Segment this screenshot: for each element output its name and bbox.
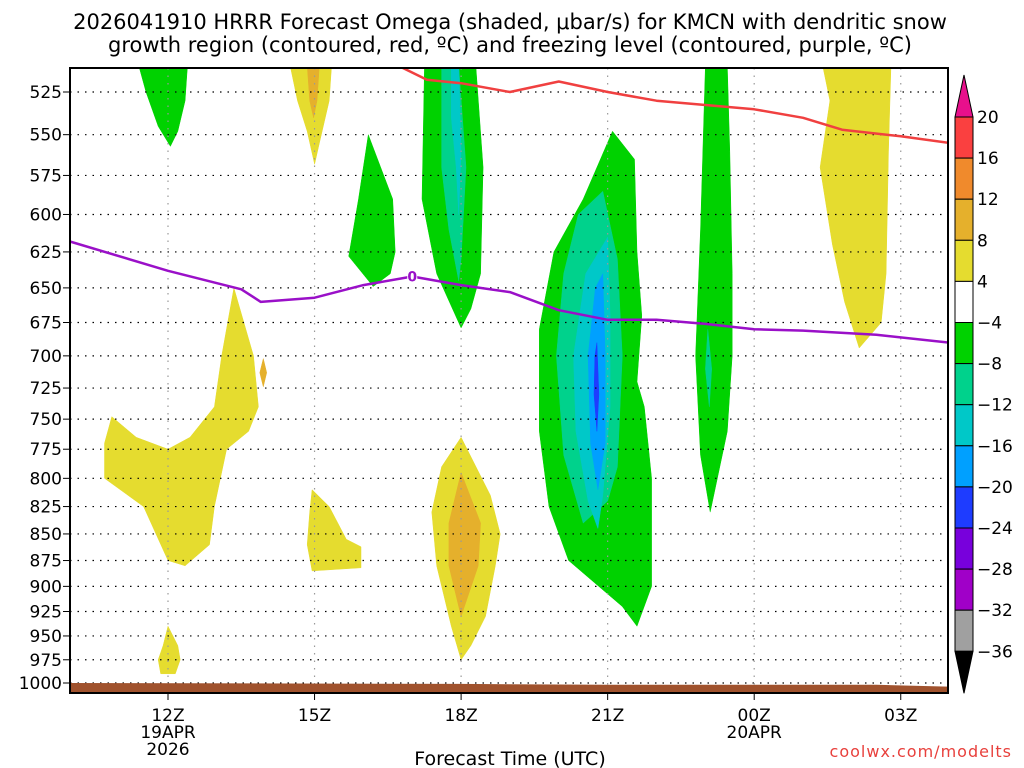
y-tick-label-725: 725 <box>30 379 62 399</box>
y-tick-label-1000: 1000 <box>19 674 62 694</box>
omega-region-4..8 <box>157 625 181 675</box>
omega-region-4..8 <box>819 68 892 349</box>
y-tick-label-575: 575 <box>30 166 62 186</box>
x-tick-label-03Z: 03Z <box>884 706 917 726</box>
colorbar-swatch-13 <box>954 609 974 652</box>
omega-region--8..-12 <box>705 329 712 407</box>
x-tick-year-12Z: 2026 <box>146 740 189 760</box>
y-tick-label-850: 850 <box>30 525 62 545</box>
omega-region--4..-8 <box>348 133 396 287</box>
colorbar-label: 12 <box>977 190 999 210</box>
colorbar-top-arrow <box>954 74 974 118</box>
x-tick-label-00Z: 00Z <box>738 706 771 726</box>
colorbar-bottom-arrow <box>954 650 974 694</box>
x-tick-label-12Z: 12Z <box>151 706 184 726</box>
omega-region--12..-16 <box>451 68 462 215</box>
credit-link[interactable]: coolwx.com/modelts <box>830 742 1012 761</box>
freezing-level-line <box>70 240 948 344</box>
contour-layer: 0 <box>70 68 948 344</box>
x-tick-label-18Z: 18Z <box>444 706 477 726</box>
colorbar: 20 16 12 8 4 −4 −8 −12 −16 −20 −24 −28 −32 −36 <box>954 74 1013 694</box>
dendritic-growth-region-line <box>400 68 948 145</box>
x-tick-label-21Z: 21Z <box>591 706 624 726</box>
colorbar-label: 4 <box>977 272 988 292</box>
chart-title-line-1: 2026041910 HRRR Forecast Omega (shaded, … <box>73 10 947 34</box>
omega-region-4..8 <box>306 489 362 572</box>
colorbar-label: −16 <box>977 437 1013 457</box>
omega-region--20..-24 <box>593 342 600 432</box>
freezing-level-label: 0 <box>407 270 417 286</box>
colorbar-label: 20 <box>977 108 999 128</box>
colorbar-swatch-10 <box>954 486 974 529</box>
y-tick-label-625: 625 <box>30 243 62 263</box>
y-tick-label-525: 525 <box>30 83 62 103</box>
x-tick-label-15Z: 15Z <box>298 706 331 726</box>
colorbar-swatch-7 <box>954 363 974 406</box>
y-tick-label-600: 600 <box>30 205 62 225</box>
terrain-layer <box>70 683 948 693</box>
omega-region-8..12 <box>307 68 320 118</box>
x-axis-title: Forecast Time (UTC) <box>414 748 605 768</box>
y-tick-label-925: 925 <box>30 602 62 622</box>
colorbar-swatch-9 <box>954 445 974 488</box>
x-tick-date-12Z: 19APR <box>140 723 196 743</box>
colorbar-swatch-1 <box>954 116 974 159</box>
y-tick-label-750: 750 <box>30 410 62 430</box>
y-tick-label-875: 875 <box>30 552 62 572</box>
colorbar-label: −4 <box>977 314 1002 334</box>
y-tick-label-700: 700 <box>30 347 62 367</box>
omega-region--4..-8 <box>695 68 733 513</box>
colorbar-label: −8 <box>977 355 1002 375</box>
colorbar-label: 8 <box>977 231 988 251</box>
omega-region-4..8 <box>290 68 332 165</box>
omega-region-8..12 <box>259 358 267 387</box>
colorbar-swatch-5 <box>954 280 974 323</box>
plot-frame <box>69 67 949 694</box>
colorbar-swatch-4 <box>954 239 974 282</box>
colorbar-label: −24 <box>977 519 1013 539</box>
y-tick-label-975: 975 <box>30 651 62 671</box>
y-axis: 525 550 575 600 625 650 675 700 725 750 775 800 825 8… <box>19 83 70 694</box>
colorbar-swatch-3 <box>954 198 974 241</box>
freezing-level-label-bg <box>407 268 418 284</box>
plot-area: 0 <box>70 68 948 693</box>
y-tick-label-825: 825 <box>30 498 62 518</box>
omega-region-4..8 <box>104 287 259 567</box>
colorbar-label: −36 <box>977 642 1013 662</box>
shaded-omega-layer <box>104 68 892 675</box>
y-tick-label-900: 900 <box>30 577 62 597</box>
y-tick-label-800: 800 <box>30 469 62 489</box>
colorbar-swatch-8 <box>954 404 974 447</box>
colorbar-label: −20 <box>977 478 1013 498</box>
colorbar-label: −32 <box>977 601 1013 621</box>
colorbar-swatch-12 <box>954 568 974 611</box>
omega-region--4..-8 <box>139 68 188 147</box>
y-tick-label-950: 950 <box>30 627 62 647</box>
grid-lines <box>70 68 948 693</box>
colorbar-swatch-2 <box>954 157 974 200</box>
y-tick-label-550: 550 <box>30 126 62 146</box>
colorbar-swatch-11 <box>954 527 974 570</box>
x-tick-date-00Z: 20APR <box>727 723 783 743</box>
y-tick-label-650: 650 <box>30 279 62 299</box>
colorbar-label: −28 <box>977 560 1013 580</box>
y-tick-label-675: 675 <box>30 314 62 334</box>
y-tick-label-775: 775 <box>30 440 62 460</box>
terrain-ground <box>70 683 948 693</box>
colorbar-label: 16 <box>977 149 999 169</box>
chart-title-line-2: growth region (contoured, red, ºC) and f… <box>108 33 912 57</box>
colorbar-swatch-6 <box>954 322 974 365</box>
colorbar-label: −12 <box>977 396 1013 416</box>
